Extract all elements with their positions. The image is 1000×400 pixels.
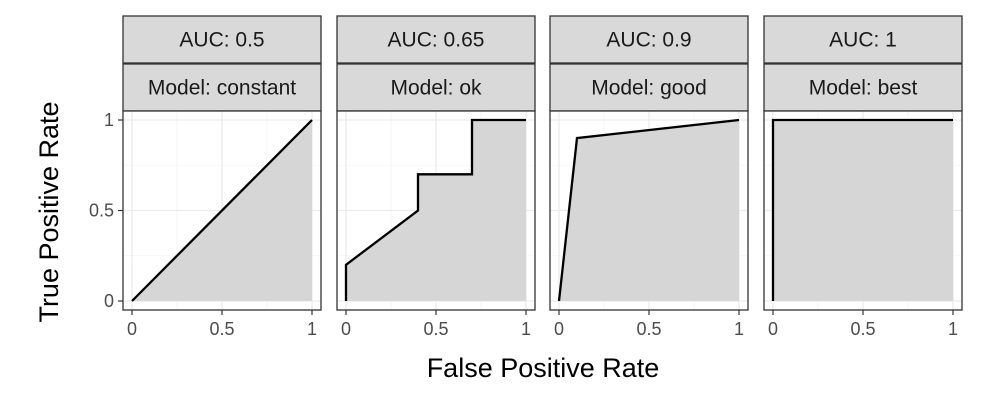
facet-panel: AUC: 0.5 Model: constant 0 0.5 1 [122, 15, 322, 339]
facet-strip-model-label: Model: constant [148, 77, 296, 100]
facet-strip-auc-label: AUC: 0.5 [179, 29, 264, 52]
x-tick-label: 1 [307, 319, 317, 339]
x-tick-label: 0.5 [423, 319, 448, 339]
facet-strip-model [549, 63, 749, 112]
roc-curve-line [557, 118, 740, 302]
panels-layer: AUC: 0.5 Model: constant 0 0.5 1 AUC: 0.65 Mod… [122, 15, 963, 339]
facet-strip-model-label: Model: best [809, 77, 918, 100]
y-axis-title: True Positive Rate [34, 101, 64, 322]
facet-strip-model-label: Model: good [591, 77, 707, 100]
x-tick-label: 0 [768, 319, 778, 339]
x-axis-title: False Positive Rate [427, 353, 660, 383]
roc-area [559, 120, 739, 301]
roc-curve-line [344, 118, 526, 301]
y-tick-label: 1 [104, 110, 114, 130]
y-axis: 00.51 [89, 110, 123, 311]
x-tick-label: 0 [341, 319, 351, 339]
y-tick-label: 0 [104, 291, 114, 311]
facet-strip-auc [336, 15, 536, 64]
roc-curve-line [771, 118, 953, 301]
facet-panel: AUC: 0.9 Model: good 0 0.5 1 [549, 15, 749, 339]
roc-area [346, 120, 526, 301]
y-tick-label: 0.5 [89, 201, 114, 221]
facet-strip-auc [122, 15, 322, 64]
x-tick-label: 0.5 [636, 319, 661, 339]
facet-strip-model [336, 63, 536, 112]
roc-curve-line [131, 119, 313, 302]
facet-strip-model [763, 63, 963, 112]
facet-strip-auc-label: AUC: 0.9 [606, 29, 691, 52]
facet-strip-model [122, 63, 322, 112]
facet-strip-auc [549, 15, 749, 64]
facet-strip-auc-label: AUC: 1 [829, 29, 897, 52]
roc-area [773, 120, 953, 301]
facet-panel: AUC: 1 Model: best 0 0.5 1 [763, 15, 963, 339]
x-tick-label: 1 [948, 319, 958, 339]
x-tick-label: 0 [127, 319, 137, 339]
facet-strip-auc-label: AUC: 0.65 [388, 29, 485, 52]
x-tick-label: 0.5 [209, 319, 234, 339]
x-tick-label: 1 [734, 319, 744, 339]
facet-strip-auc [763, 15, 963, 64]
facet-strip-model-label: Model: ok [390, 77, 482, 100]
x-tick-label: 0.5 [850, 319, 875, 339]
x-tick-label: 0 [554, 319, 564, 339]
facet-panel: AUC: 0.65 Model: ok 0 0.5 1 [336, 15, 536, 339]
x-tick-label: 1 [521, 319, 531, 339]
